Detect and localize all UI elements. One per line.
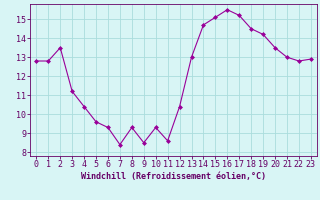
X-axis label: Windchill (Refroidissement éolien,°C): Windchill (Refroidissement éolien,°C) xyxy=(81,172,266,181)
